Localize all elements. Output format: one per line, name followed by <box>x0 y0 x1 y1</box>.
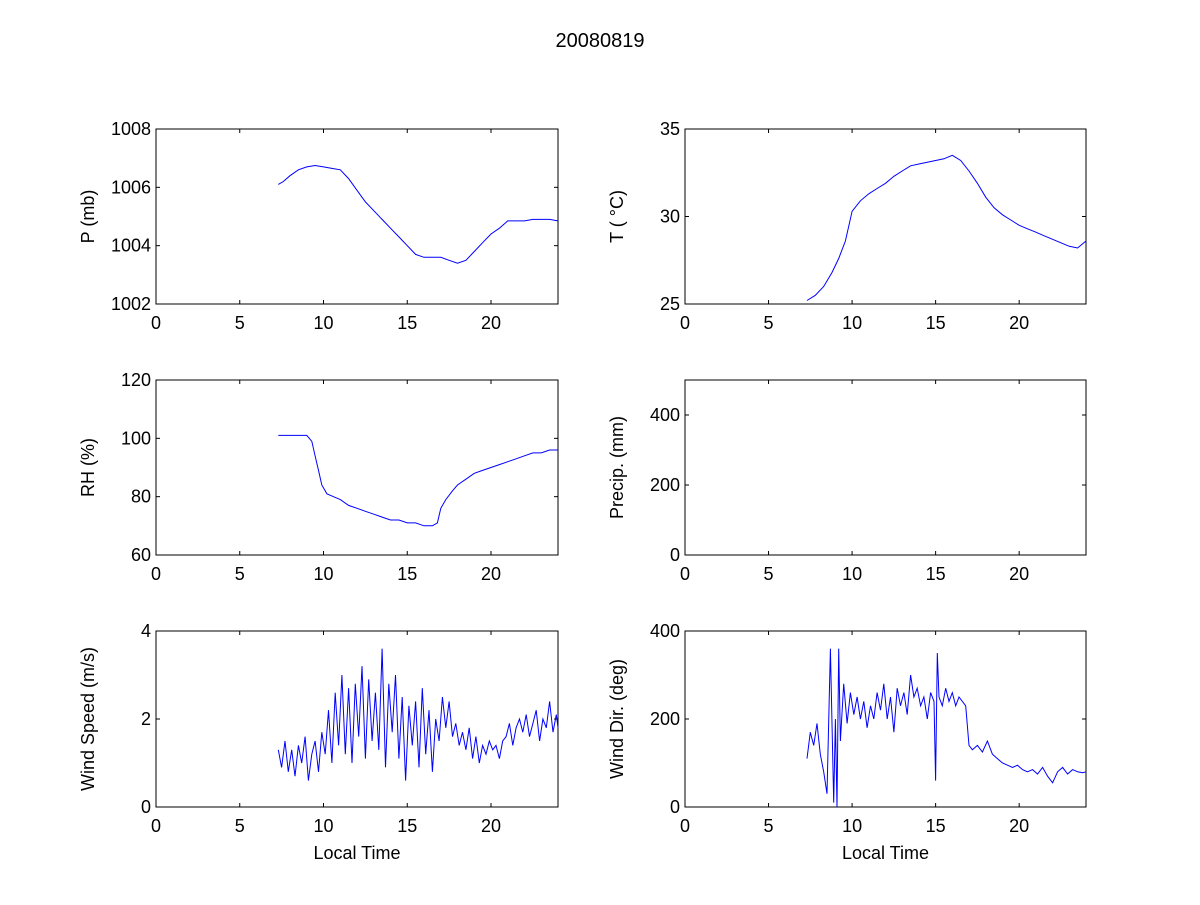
x-tick-label: 5 <box>764 816 774 836</box>
y-axis-label: T ( °C) <box>607 190 627 243</box>
y-tick-label: 0 <box>670 545 680 565</box>
x-tick-label: 15 <box>397 816 417 836</box>
y-tick-label: 0 <box>141 797 151 817</box>
x-tick-label: 10 <box>313 816 333 836</box>
subplot-5: 0 5 10 15 20 0 2 4 Wind Speed (m/s) Local Time <box>78 621 559 863</box>
y-tick-label: 60 <box>131 545 151 565</box>
x-tick-label: 15 <box>926 816 946 836</box>
x-tick-label: 10 <box>313 564 333 584</box>
axes-frame <box>155 379 559 556</box>
x-tick-label: 20 <box>1009 313 1029 333</box>
subplot-2: 0 5 10 15 20 25 30 35 T ( °C) <box>607 119 1087 333</box>
x-tick-label: 20 <box>1009 564 1029 584</box>
axes-frame <box>155 630 559 808</box>
y-tick-label: 400 <box>650 405 680 425</box>
x-tick-label: 15 <box>397 564 417 584</box>
x-tick-label: 10 <box>842 313 862 333</box>
x-tick-label: 5 <box>235 816 245 836</box>
y-tick-label: 1008 <box>111 119 151 139</box>
y-tick-label: 400 <box>650 621 680 641</box>
x-tick-label: 15 <box>926 564 946 584</box>
figure-title: 20080819 <box>555 30 645 52</box>
x-tick-label: 20 <box>1009 816 1029 836</box>
x-tick-label: 10 <box>313 313 333 333</box>
y-tick-label: 200 <box>650 709 680 729</box>
y-axis-label: Precip. (mm) <box>607 416 627 519</box>
x-tick-label: 15 <box>926 313 946 333</box>
subplot-3: 0 5 10 15 20 60 80 100 120 RH (%) <box>78 370 559 584</box>
x-tick-label: 5 <box>235 313 245 333</box>
x-tick-label: 5 <box>764 564 774 584</box>
axes-frame <box>684 379 1087 556</box>
x-tick-label: 10 <box>842 564 862 584</box>
y-axis-label: P (mb) <box>78 190 98 244</box>
series-line <box>806 154 1087 301</box>
x-tick-label: 0 <box>151 313 161 333</box>
y-tick-label: 1004 <box>111 236 151 256</box>
series-line <box>278 164 559 264</box>
x-axis-label: Local Time <box>313 843 400 863</box>
series-line <box>278 434 558 527</box>
x-tick-label: 20 <box>481 816 501 836</box>
y-tick-label: 35 <box>660 119 680 139</box>
y-tick-label: 100 <box>121 428 151 448</box>
y-tick-label: 25 <box>660 294 680 314</box>
y-tick-label: 200 <box>650 475 680 495</box>
x-axis-label: Local Time <box>842 843 929 863</box>
y-tick-label: 120 <box>121 370 151 390</box>
x-tick-label: 10 <box>842 816 862 836</box>
y-axis-label: Wind Speed (m/s) <box>78 647 98 791</box>
axes-frame <box>684 128 1087 305</box>
y-tick-label: 80 <box>131 487 151 507</box>
x-tick-label: 15 <box>397 313 417 333</box>
y-axis-label: RH (%) <box>78 438 98 497</box>
y-tick-label: 0 <box>670 797 680 817</box>
x-tick-label: 0 <box>680 564 690 584</box>
y-tick-label: 30 <box>660 207 680 227</box>
series-line <box>277 648 559 781</box>
axes-frame <box>155 128 559 305</box>
x-tick-label: 20 <box>481 564 501 584</box>
y-tick-label: 4 <box>141 621 151 641</box>
y-tick-label: 1002 <box>111 294 151 314</box>
x-tick-label: 5 <box>235 564 245 584</box>
x-tick-label: 0 <box>151 564 161 584</box>
y-tick-label: 1006 <box>111 177 151 197</box>
x-tick-label: 5 <box>764 313 774 333</box>
x-tick-label: 0 <box>680 313 690 333</box>
y-axis-label: Wind Dir. (deg) <box>607 659 627 779</box>
axes-frame <box>684 630 1087 808</box>
x-tick-label: 0 <box>151 816 161 836</box>
x-tick-label: 20 <box>481 313 501 333</box>
subplot-1: 0 5 10 15 20 1002 1004 1006 1008 P (mb) <box>78 119 559 333</box>
series-line <box>806 648 1087 808</box>
x-tick-label: 0 <box>680 816 690 836</box>
y-tick-label: 2 <box>141 709 151 729</box>
